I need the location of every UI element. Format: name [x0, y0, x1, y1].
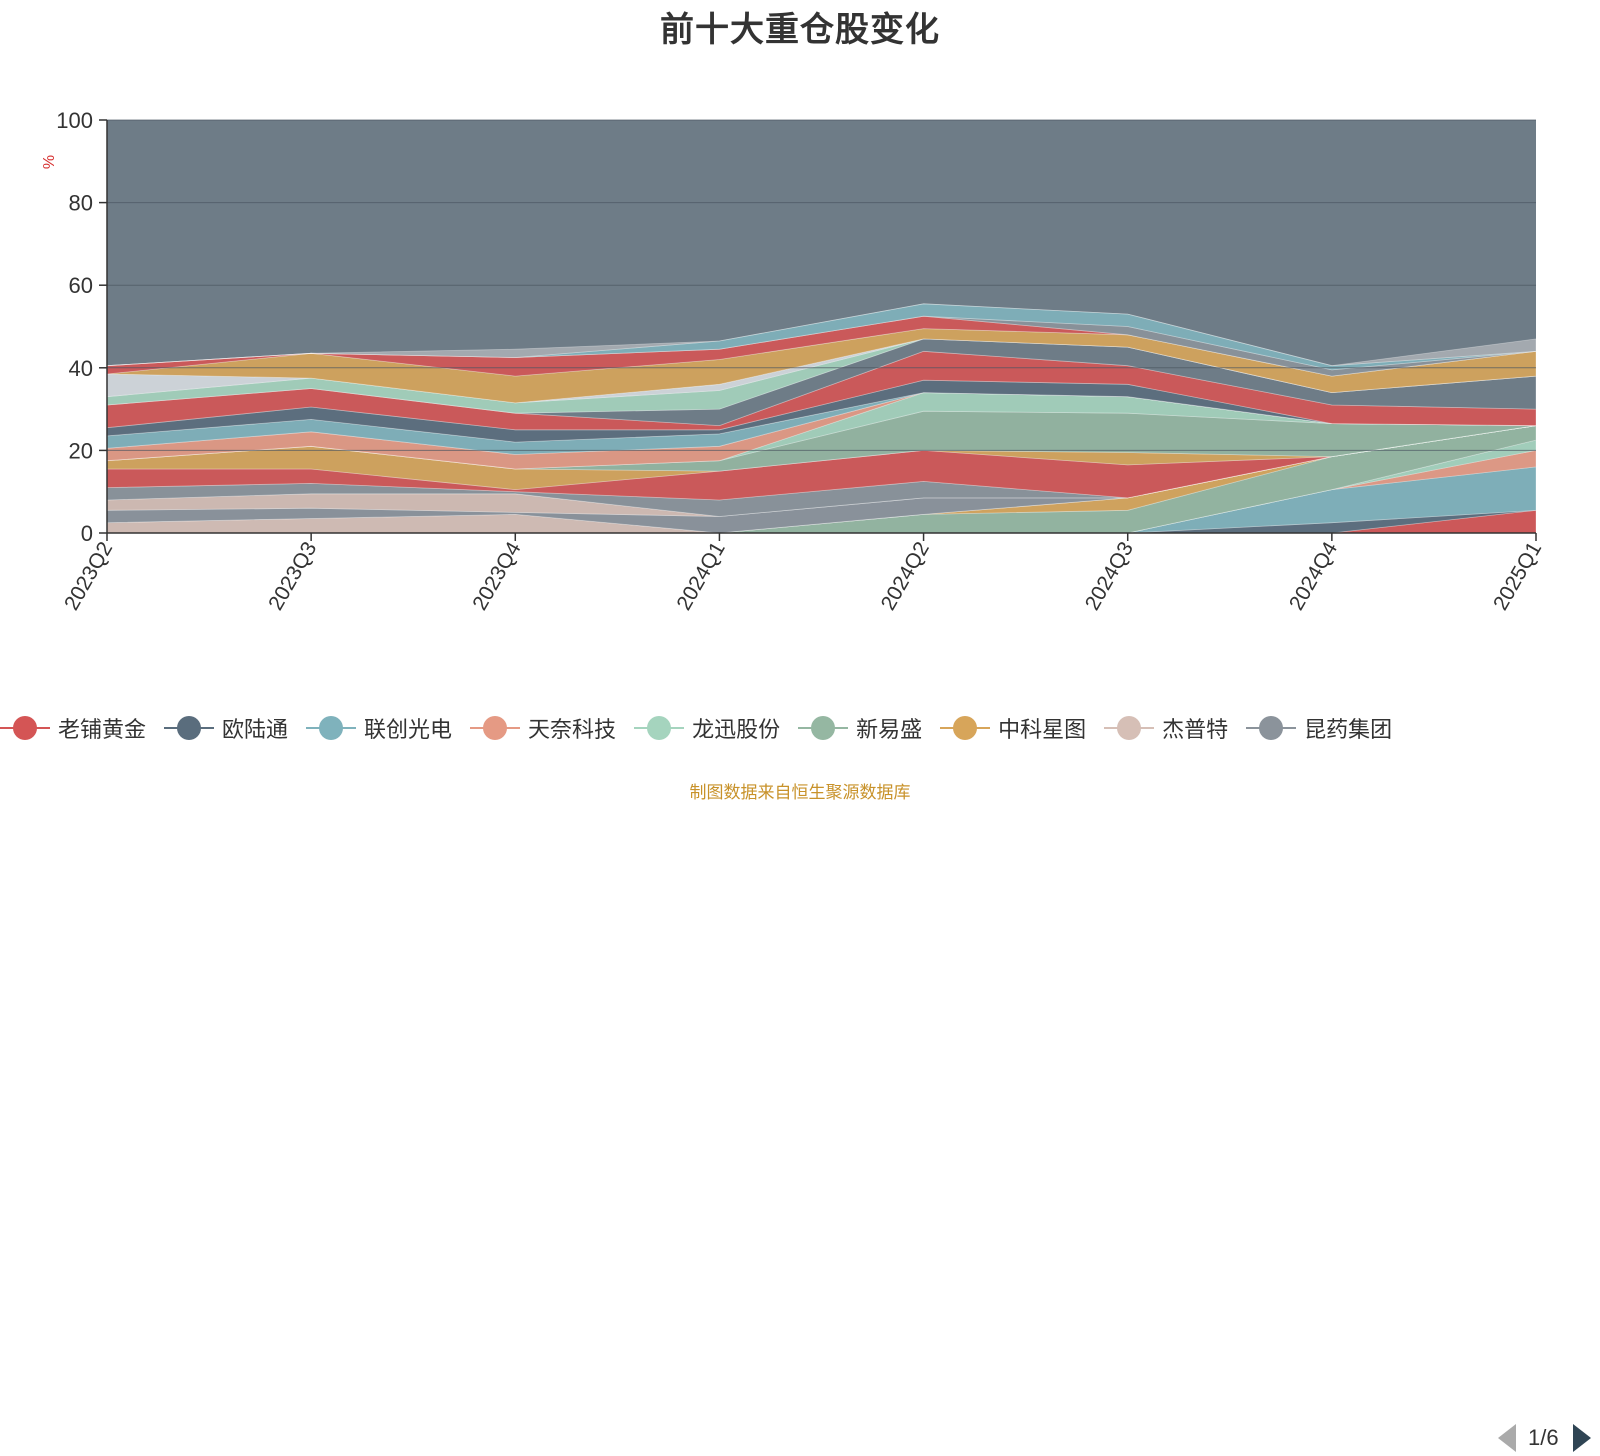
x-tick-label-2023Q2: 2023Q2: [60, 538, 117, 614]
legend-item[interactable]: 昆药集团: [1246, 710, 1392, 746]
data-source-note: 制图数据来自恒生聚源数据库: [689, 783, 911, 802]
legend-dot: [811, 716, 836, 740]
legend-marker-icon: [164, 716, 215, 740]
legend-label: 杰普特: [1162, 717, 1229, 742]
legend-prev-icon[interactable]: [1498, 1424, 1516, 1452]
legend-marker-icon: [634, 716, 685, 740]
x-tick-label-2024Q2: 2024Q2: [877, 538, 934, 614]
legend-label: 中科星图: [998, 717, 1087, 742]
y-tick-label-0: 0: [81, 521, 93, 546]
x-tick-label-2024Q1: 2024Q1: [672, 538, 729, 614]
legend-next-icon[interactable]: [1572, 1424, 1591, 1452]
legend-marker-icon: [798, 716, 849, 740]
legend-item[interactable]: 天奈科技: [470, 710, 616, 746]
y-tick-label-100: 100: [56, 108, 93, 133]
area-band-18[interactable]: [106, 303, 1537, 367]
legend-marker-icon: [1246, 716, 1297, 740]
legend: 老铺黄金 欧陆通 联创光电 天奈科技 龙迅股份 新易盛 中科星图 杰普特 昆药集团 1/6: [0, 710, 1600, 1452]
legend-marker-icon: [0, 716, 50, 740]
legend-marker-icon: [306, 716, 357, 740]
legend-item[interactable]: 新易盛: [798, 710, 922, 746]
x-tick-label-2023Q4: 2023Q4: [468, 538, 525, 614]
legend-label: 昆药集团: [1304, 717, 1393, 742]
y-tick-label-60: 60: [69, 273, 93, 298]
legend-items: 老铺黄金 欧陆通 联创光电 天奈科技 龙迅股份 新易盛 中科星图 杰普特 昆药集团: [0, 710, 1480, 746]
legend-item[interactable]: 欧陆通: [164, 710, 288, 746]
legend-label: 新易盛: [856, 717, 923, 742]
legend-dot: [1117, 716, 1142, 740]
y-tick-label-80: 80: [69, 191, 93, 216]
chart-title: 前十大重仓股变化: [660, 11, 940, 49]
legend-item[interactable]: 老铺黄金: [0, 710, 146, 746]
legend-marker-icon: [1104, 716, 1155, 740]
legend-dot: [319, 716, 344, 740]
legend-page-indicator: 1/6: [1528, 1425, 1559, 1450]
legend-pager: 1/6: [1498, 1420, 1591, 1456]
legend-dot: [953, 716, 978, 740]
legend-dot: [1259, 716, 1284, 740]
legend-label: 龙迅股份: [692, 717, 781, 742]
legend-marker-icon: [940, 716, 991, 740]
plot-area: [106, 120, 1537, 534]
chart-plot: 0 20 40 60 80 100% 2023Q2 2023Q3 2023Q4 2024Q1 202…: [41, 108, 1546, 614]
legend-item[interactable]: 龙迅股份: [634, 710, 780, 746]
legend-label: 欧陆通: [222, 717, 289, 742]
legend-dot: [177, 716, 202, 740]
legend-marker-icon: [470, 716, 521, 740]
area-band-10[interactable]: [106, 350, 1537, 431]
x-tick-label-2025Q1: 2025Q1: [1489, 538, 1546, 614]
x-tick-label-2024Q3: 2024Q3: [1081, 538, 1138, 614]
legend-item[interactable]: 联创光电: [306, 710, 452, 746]
x-tick-label-2023Q3: 2023Q3: [264, 538, 321, 614]
legend-label: 老铺黄金: [58, 717, 147, 742]
legend-dot: [647, 716, 672, 740]
y-tick-label-20: 20: [69, 438, 93, 463]
legend-item[interactable]: 中科星图: [940, 710, 1086, 746]
legend-dot: [483, 716, 508, 740]
legend-label: 联创光电: [364, 717, 453, 742]
x-tick-label-2024Q4: 2024Q4: [1285, 538, 1342, 614]
legend-item[interactable]: 杰普特: [1104, 710, 1228, 746]
y-tick-label-40: 40: [69, 356, 93, 381]
y-axis-unit: %: [41, 155, 58, 169]
legend-label: 天奈科技: [528, 717, 617, 742]
legend-dot: [13, 716, 37, 740]
